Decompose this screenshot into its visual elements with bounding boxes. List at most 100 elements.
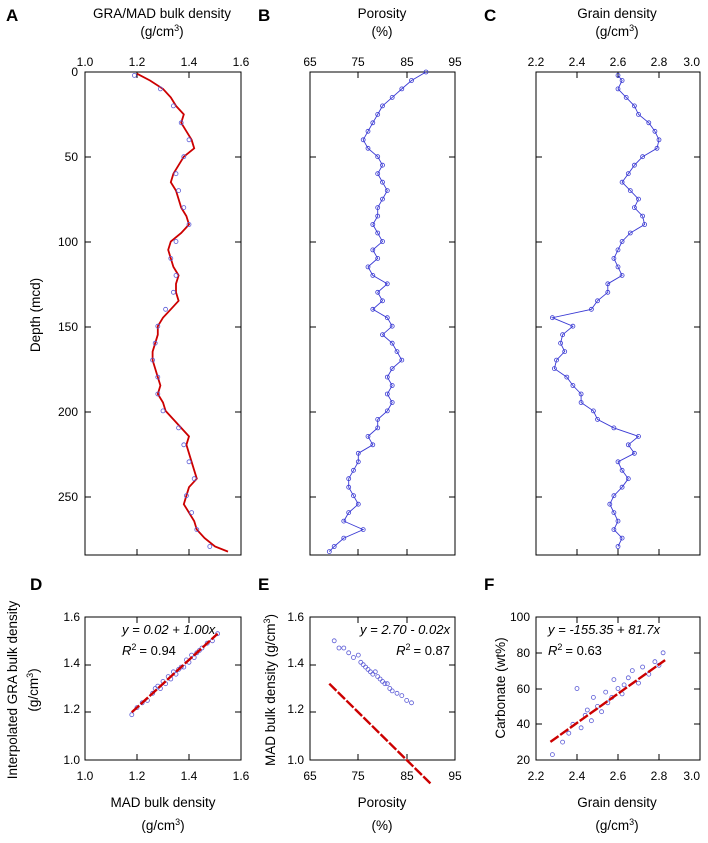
panel-e-ytick: 1.0 — [287, 753, 304, 767]
data-point — [355, 501, 361, 507]
data-point — [160, 408, 166, 414]
panel-b-frame — [309, 71, 456, 556]
data-point — [346, 476, 352, 482]
panel-d-ytick: 1.2 — [63, 702, 80, 716]
data-point — [389, 366, 395, 372]
data-point — [384, 681, 390, 687]
panel-f-xlabel: Grain density — [577, 795, 657, 810]
data-point — [331, 544, 337, 549]
data-point — [632, 162, 637, 168]
data-point — [191, 476, 197, 482]
data-point — [367, 669, 373, 675]
data-point — [636, 112, 641, 117]
panel-c-title: Grain density — [577, 6, 657, 21]
data-point — [627, 230, 633, 236]
data-point — [199, 645, 205, 651]
data-point — [173, 272, 179, 278]
data-point — [382, 681, 388, 687]
data-point — [375, 205, 381, 211]
data-point — [370, 247, 376, 253]
data-point — [181, 442, 187, 448]
data-point — [173, 239, 179, 244]
data-point — [178, 120, 184, 126]
data-point — [150, 690, 156, 696]
panel-e-label: E — [258, 575, 269, 594]
panel-d-xtick: 1.6 — [233, 769, 250, 783]
panel-b-xtick: 75 — [351, 55, 365, 69]
panel-c-xtick: 2.8 — [651, 55, 668, 69]
data-point — [595, 298, 600, 304]
data-point — [380, 239, 385, 244]
panel-f-r2: R2 = 0.63 — [548, 642, 602, 658]
panel-f: F Carbonate (wt%) 100 80 60 40 20 2.2 2.… — [484, 575, 701, 833]
panel-a-xtick: 1.4 — [181, 55, 198, 69]
data-point — [155, 374, 161, 380]
data-point — [570, 323, 576, 329]
data-point — [365, 128, 371, 134]
panel-a-unit: (g/cm3) — [140, 23, 183, 39]
data-point — [380, 679, 385, 684]
panel-d-ytick: 1.4 — [63, 656, 80, 670]
data-point — [363, 664, 369, 670]
data-point — [611, 510, 617, 515]
data-point — [326, 549, 332, 554]
data-point — [574, 686, 580, 691]
data-point — [157, 86, 163, 92]
panel-a-label: A — [6, 6, 18, 25]
panel-f-frame — [535, 616, 701, 761]
data-point — [139, 700, 145, 706]
data-point — [150, 357, 156, 363]
data-point — [615, 518, 621, 524]
panel-d-ytick: 1.0 — [63, 753, 80, 767]
panel-e-xtick: 85 — [400, 769, 414, 783]
data-point — [550, 315, 555, 321]
panel-d-xtick: 1.2 — [129, 769, 146, 783]
panel-d: D Interpolated GRA bulk density (g/cm3) … — [5, 575, 250, 833]
data-point — [560, 739, 565, 745]
panel-a-xtick: 1.2 — [129, 55, 146, 69]
panel-b: B Porosity (%) 65 75 85 95 — [258, 6, 462, 556]
data-point — [331, 638, 337, 644]
data-point — [389, 95, 395, 100]
data-point — [627, 188, 633, 194]
data-point — [625, 171, 631, 177]
data-point — [621, 682, 627, 688]
panel-c-frame — [535, 71, 701, 556]
data-point — [360, 137, 366, 143]
data-point — [375, 213, 381, 219]
panel-e-ytick: 1.6 — [287, 610, 304, 624]
data-point — [570, 383, 576, 388]
series-line-grain-density — [550, 75, 660, 547]
panel-d-xtick: 1.0 — [77, 769, 94, 783]
data-point — [365, 667, 371, 672]
panel-e-ylabel: MAD bulk density (g/cm3) — [262, 614, 278, 766]
data-point — [183, 493, 189, 499]
panel-a-ticks — [85, 72, 241, 555]
panel-d-xlabel-unit: (g/cm3) — [141, 817, 184, 833]
data-point — [615, 544, 621, 549]
data-point — [399, 693, 405, 698]
panel-f-xtick: 3.0 — [683, 769, 700, 783]
panel-c: C Grain density (g/cm3) 2.2 2.4 2.6 2.8 … — [484, 6, 701, 556]
panel-e-plot — [328, 638, 432, 785]
data-point — [370, 442, 376, 448]
panel-a-ytick: 50 — [65, 150, 79, 164]
panel-d-label: D — [30, 575, 42, 594]
data-point — [636, 680, 641, 686]
panel-e-frame — [309, 616, 456, 761]
data-point — [336, 645, 342, 651]
regression-line — [328, 682, 432, 785]
data-point — [564, 374, 570, 380]
data-point — [131, 73, 137, 78]
data-point — [589, 306, 594, 312]
data-point — [619, 484, 625, 490]
data-point — [341, 535, 347, 541]
panel-a-ytick: 100 — [58, 235, 78, 249]
data-point — [615, 264, 621, 270]
panel-b-title: Porosity — [358, 6, 407, 21]
data-point — [196, 648, 202, 653]
panel-f-ytick: 60 — [517, 682, 531, 696]
data-point — [375, 425, 381, 431]
panel-c-xtick: 3.0 — [683, 55, 700, 69]
data-point — [409, 78, 414, 83]
